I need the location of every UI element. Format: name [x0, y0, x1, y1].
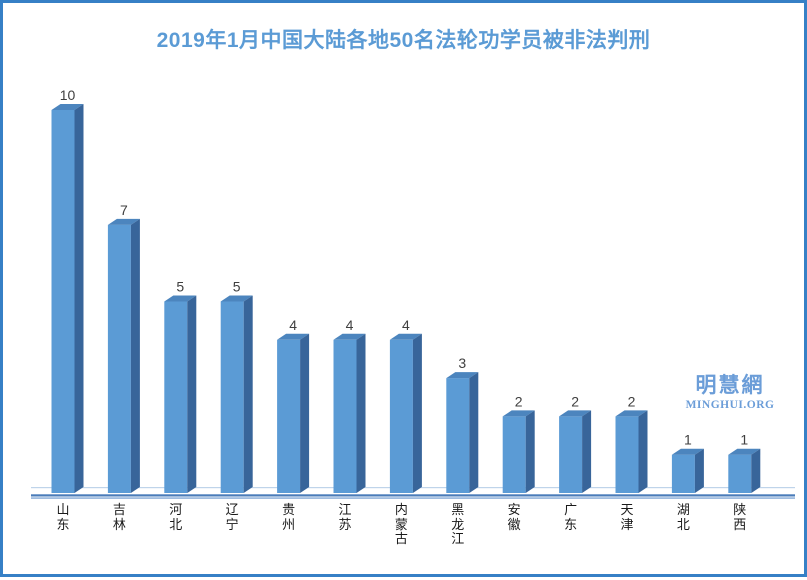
bar-top-face	[164, 295, 197, 302]
x-axis-label-贵州: 贵州	[282, 502, 296, 532]
bar-value-label: 4	[402, 317, 410, 333]
bar-front-face	[51, 110, 75, 493]
bar-value-label: 5	[176, 279, 184, 295]
bar-front-face	[559, 416, 583, 493]
x-axis-label-内蒙古: 内蒙古	[394, 502, 408, 546]
bar-front-face	[333, 339, 357, 493]
bar-value-label: 10	[60, 87, 76, 103]
bar-广东: 2	[559, 393, 592, 493]
bar-top-face	[728, 448, 761, 455]
bar-湖北: 1	[671, 432, 704, 493]
bar-陕西: 1	[728, 432, 761, 493]
x-axis-label-广东: 广东	[564, 502, 578, 532]
bar-side-face	[751, 448, 761, 493]
bar-side-face	[356, 333, 366, 493]
bar-side-face	[412, 333, 422, 493]
bar-黑龙江: 3	[446, 355, 479, 493]
bar-top-face	[559, 410, 592, 417]
bar-value-label: 2	[515, 393, 523, 409]
x-axis-label-辽宁: 辽宁	[225, 502, 239, 532]
x-axis-label-吉林: 吉林	[112, 502, 126, 532]
x-axis-label-陕西: 陕西	[733, 502, 747, 532]
x-axis-label-安徽: 安徽	[507, 502, 521, 532]
x-axis-label-江苏: 江苏	[338, 502, 352, 532]
bar-value-label: 1	[740, 432, 748, 448]
bar-江苏: 4	[333, 317, 366, 493]
bar-value-label: 1	[684, 432, 692, 448]
bar-side-face	[694, 448, 704, 493]
bar-内蒙古: 4	[389, 317, 422, 493]
x-axis-label-河北: 河北	[169, 502, 183, 532]
bar-front-face	[728, 454, 752, 493]
chart-title: 2019年1月中国大陆各地50名法轮功学员被非法判刑	[156, 29, 651, 52]
bar-front-face	[220, 301, 244, 493]
x-axis-line	[31, 494, 795, 497]
bar-side-face	[187, 295, 197, 493]
bar-front-face	[389, 339, 413, 493]
bar-辽宁: 5	[220, 279, 253, 493]
bar-front-face	[164, 301, 188, 493]
x-axis-label-天津: 天津	[620, 502, 634, 532]
bar-front-face	[277, 339, 301, 493]
bar-side-face	[74, 104, 84, 493]
bar-side-face	[525, 410, 535, 493]
x-axis-label-黑龙江: 黑龙江	[451, 502, 465, 546]
bar-top-face	[446, 372, 479, 379]
bar-front-face	[107, 224, 131, 493]
bar-top-face	[671, 448, 704, 455]
x-axis-label-湖北: 湖北	[676, 502, 690, 532]
x-axis-line-shadow	[31, 497, 795, 499]
bar-top-face	[220, 295, 253, 302]
bar-value-label: 2	[628, 393, 636, 409]
bar-side-face	[638, 410, 648, 493]
bar-top-face	[277, 333, 310, 340]
bar-河北: 5	[164, 279, 197, 493]
bar-front-face	[502, 416, 526, 493]
bar-value-label: 4	[346, 317, 354, 333]
bar-top-face	[333, 333, 366, 340]
bar-value-label: 7	[120, 202, 128, 218]
watermark-site-url: MINGHUI.ORG	[685, 399, 775, 412]
bar-plot-canvas: 10 7 5 5 4 4 4 3 2 2 2 1 1	[31, 87, 795, 499]
bar-side-face	[130, 218, 140, 493]
bar-山东: 10	[51, 87, 84, 493]
bar-side-face	[582, 410, 592, 493]
bar-天津: 2	[615, 393, 648, 493]
bar-top-face	[389, 333, 422, 340]
bar-value-label: 3	[458, 355, 466, 371]
bar-top-face	[107, 218, 140, 225]
x-axis-label-山东: 山东	[56, 502, 70, 532]
bar-安徽: 2	[502, 393, 535, 493]
bar-side-face	[469, 372, 479, 493]
bar-front-face	[615, 416, 639, 493]
bar-top-face	[615, 410, 648, 417]
bar-side-face	[243, 295, 253, 493]
bar-front-face	[446, 378, 470, 493]
bar-吉林: 7	[107, 202, 140, 493]
bar-value-label: 5	[233, 279, 241, 295]
bar-value-label: 2	[571, 393, 579, 409]
watermark: 明慧網 MINGHUI.ORG	[663, 374, 797, 412]
bar-top-face	[51, 104, 84, 110]
watermark-site-name: 明慧網	[695, 374, 765, 397]
bar-贵州: 4	[277, 317, 310, 493]
bar-value-label: 4	[289, 317, 297, 333]
bar-front-face	[671, 454, 695, 493]
bar-top-face	[502, 410, 535, 417]
bar-side-face	[300, 333, 310, 493]
